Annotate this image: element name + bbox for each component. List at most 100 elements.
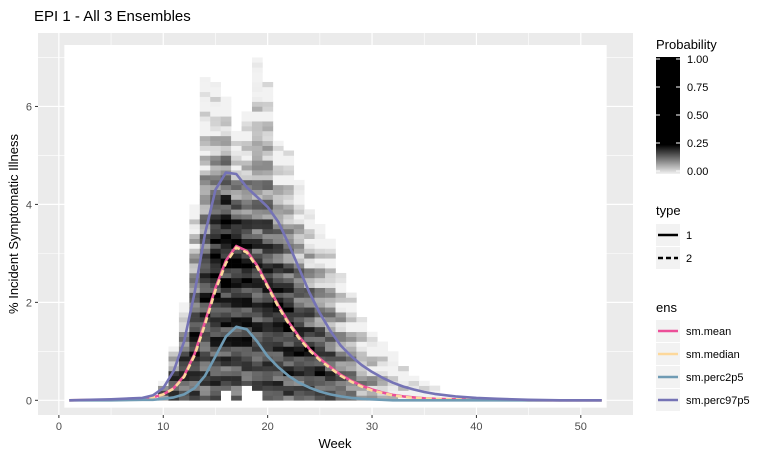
heatmap-cell (251, 258, 263, 264)
heatmap-cell (199, 287, 211, 293)
heatmap-cell (293, 189, 305, 195)
heatmap-cell (293, 228, 305, 235)
heatmap-cell (325, 395, 336, 401)
heatmap-cell (304, 243, 315, 249)
heatmap-cell (199, 150, 211, 156)
series-line-sm-perc97p5 (69, 171, 602, 402)
heatmap-cell (377, 356, 388, 362)
heatmap-cell (220, 145, 232, 151)
heatmap-cell (262, 356, 274, 362)
heatmap-cell (314, 248, 326, 254)
legend-ens-label: sm.median (686, 349, 740, 361)
heatmap-cell (314, 346, 326, 352)
heatmap-cell (210, 307, 221, 313)
heatmap-cell (251, 248, 263, 254)
heatmap-cell (325, 258, 336, 264)
heatmap-cell (293, 219, 305, 225)
heatmap-cell (325, 341, 336, 347)
heatmap-cell (366, 366, 378, 372)
heatmap-cell (251, 77, 263, 83)
heatmap-cell (199, 375, 211, 382)
legend-type: type 1 2 (656, 203, 692, 269)
heatmap-cell (241, 287, 253, 293)
heatmap-cell (220, 179, 232, 186)
heatmap-cell (262, 258, 274, 264)
heatmap-cell (293, 253, 305, 259)
heatmap-cell (262, 150, 274, 156)
heatmap-cell (220, 336, 232, 342)
heatmap-cell (272, 165, 284, 171)
heatmap-cell (272, 312, 284, 318)
heatmap-cell (210, 194, 221, 200)
heatmap-cell (178, 395, 190, 401)
heatmap-cell (283, 307, 295, 313)
heatmap-cell (335, 297, 347, 303)
heatmap-cell (272, 175, 284, 181)
heatmap-cell (262, 86, 274, 93)
heatmap-cell (231, 135, 242, 142)
heatmap-cell (335, 361, 347, 367)
heatmap-cell (220, 341, 232, 347)
heatmap-cell (220, 224, 232, 230)
heatmap-cell (262, 341, 274, 347)
heatmap-cell (283, 214, 295, 220)
heatmap-cell (210, 219, 221, 225)
heatmap-cell (283, 366, 295, 372)
heatmap-cell (241, 194, 253, 200)
heatmap-cell (220, 209, 232, 215)
heatmap-cell (304, 356, 315, 362)
heatmap-cell (241, 121, 253, 127)
heatmap-cell (220, 238, 232, 244)
heatmap-cell (293, 390, 305, 396)
heatmap-cell (220, 96, 232, 102)
heatmap-cell (199, 101, 211, 107)
heatmap-cell (251, 233, 263, 239)
heatmap-cell (241, 317, 253, 323)
prob-tick-label: 0.00 (687, 166, 708, 178)
heatmap-cell (231, 272, 242, 279)
heatmap-cell (356, 356, 368, 362)
heatmap-cell (262, 209, 274, 215)
heatmap-cell (262, 81, 274, 88)
heatmap-cell (199, 253, 211, 259)
heatmap-cell (335, 287, 347, 293)
heatmap-cell (251, 67, 263, 73)
heatmap-cell (210, 326, 221, 333)
heatmap-cell (283, 209, 295, 215)
heatmap-cell (345, 361, 357, 367)
heatmap-cell (220, 307, 232, 313)
heatmap-cell (262, 287, 274, 293)
heatmap-cell (220, 321, 232, 328)
heatmap-cell (241, 224, 253, 230)
heatmap-cell (210, 199, 221, 205)
heatmap-cell (356, 317, 368, 323)
heatmap-cell (314, 317, 326, 323)
heatmap-cell (304, 224, 315, 230)
heatmap-cell (304, 302, 315, 308)
heatmap-cell (241, 302, 253, 308)
heatmap-cell (325, 268, 336, 274)
heatmap-cell (241, 253, 253, 259)
heatmap-cell (335, 356, 347, 362)
heatmap-cell (220, 135, 232, 142)
heatmap-cell (231, 370, 242, 377)
heatmap-cell (283, 351, 295, 357)
heatmap-cell (231, 150, 242, 156)
heatmap-cell (304, 375, 315, 382)
heatmap-cell (199, 209, 211, 215)
heatmap-cell (345, 317, 357, 323)
heatmap-cell (283, 380, 295, 386)
legend-ens: ens sm.mean sm.median sm.perc2p5 sm.perc97p… (656, 300, 750, 411)
heatmap-cell (314, 351, 326, 357)
heatmap-cell (220, 268, 232, 274)
heatmap-cell (304, 277, 315, 284)
heatmap-cell (335, 317, 347, 323)
heatmap-cell (272, 356, 284, 362)
heatmap-cell (231, 160, 242, 166)
heatmap-cell (210, 341, 221, 347)
heatmap-cell (251, 184, 263, 191)
heatmap-cell (210, 86, 221, 93)
heatmap-cell (199, 272, 211, 279)
heatmap-cell (345, 297, 357, 303)
heatmap-cell (210, 253, 221, 259)
